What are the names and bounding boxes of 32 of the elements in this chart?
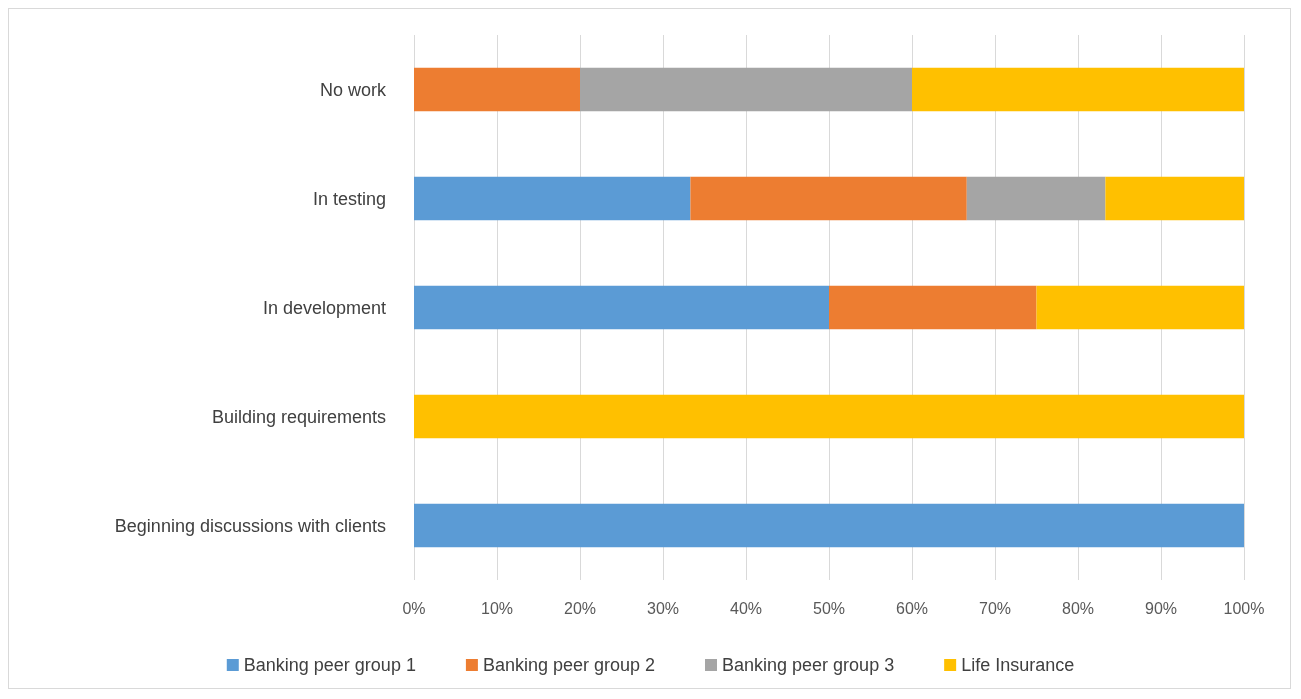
y-tick-label: Beginning discussions with clients <box>114 515 386 536</box>
y-tick-label: In testing <box>312 188 386 209</box>
bar <box>580 67 912 112</box>
bar <box>690 176 967 221</box>
x-tick-label: 100% <box>1223 599 1265 617</box>
bar <box>414 176 691 221</box>
x-tick-label: 40% <box>729 599 763 617</box>
x-tick-label: 10% <box>480 599 514 617</box>
x-tick-label: 60% <box>895 599 929 617</box>
legend-label: Life Insurance <box>961 655 1075 675</box>
x-tick-label: 90% <box>1144 599 1178 617</box>
bar <box>912 67 1244 112</box>
x-tick-label: 80% <box>1061 599 1095 617</box>
bar <box>414 67 580 112</box>
x-tick-label: 20% <box>563 599 597 617</box>
bar <box>414 285 829 330</box>
bar <box>414 503 1244 548</box>
y-tick-label: Building requirements <box>211 406 386 427</box>
x-tick-label: 30% <box>646 599 680 617</box>
x-tick-label: 0% <box>402 599 426 617</box>
bar <box>829 285 1037 330</box>
legend-label: Banking peer group 3 <box>722 655 895 675</box>
y-tick-label: No work <box>319 79 387 100</box>
bar <box>414 394 1244 439</box>
x-tick-label: 70% <box>978 599 1012 617</box>
bar <box>1036 285 1244 330</box>
bar <box>966 176 1106 221</box>
legend-label: Banking peer group 1 <box>243 655 416 675</box>
y-tick-label: In development <box>262 297 386 318</box>
legend-label: Banking peer group 2 <box>482 655 656 675</box>
x-tick-label: 50% <box>812 599 846 617</box>
bar <box>1105 176 1244 221</box>
